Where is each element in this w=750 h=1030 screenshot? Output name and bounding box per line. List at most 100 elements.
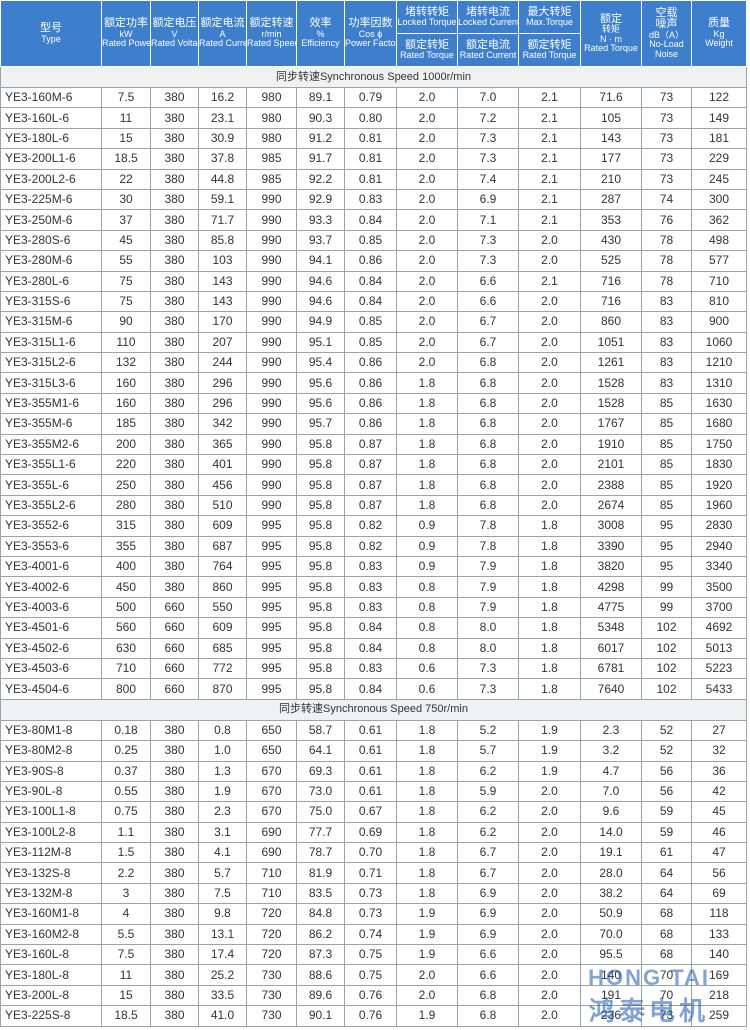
value-cell: 353 <box>580 209 642 231</box>
value-cell: 1.8 <box>396 474 458 496</box>
value-cell: 38.2 <box>580 882 642 905</box>
value-cell: 85 <box>641 392 692 415</box>
value-cell: 78.7 <box>296 842 345 864</box>
value-cell: 0.81 <box>344 148 397 170</box>
value-cell: 0.84 <box>344 209 397 231</box>
value-cell: 6.9 <box>457 188 519 211</box>
value-cell: 6.7 <box>457 842 519 864</box>
header-line: Rated Torque <box>584 42 638 53</box>
value-cell: 85 <box>641 474 692 496</box>
data-row: YE3-160M1-8 4 380 9.8 720 84.8 0.73 1.9 6.9 2.0 50… <box>0 903 747 925</box>
value-cell: 7.9 <box>457 596 519 619</box>
model-cell: YE3-180L-8 <box>0 964 102 986</box>
header-line: Weight <box>705 38 733 49</box>
value-cell: 91.2 <box>296 127 345 150</box>
value-cell: 380 <box>150 760 199 782</box>
value-cell: 355 <box>101 535 151 557</box>
value-cell: 450 <box>101 576 151 598</box>
model-cell: YE3-280M-6 <box>0 250 102 272</box>
value-cell: 16.2 <box>198 86 247 109</box>
header-line: V <box>171 28 178 39</box>
value-cell: 3008 <box>580 515 642 537</box>
value-cell: 95.8 <box>296 474 345 496</box>
value-cell: 380 <box>150 168 199 190</box>
value-cell: 2.1 <box>518 107 581 129</box>
value-cell: 660 <box>150 596 199 619</box>
header-line: 额定功率 <box>104 17 148 30</box>
header-cell: 额定 转矩 N · m Rated Torque <box>580 0 642 67</box>
value-cell: 7.9 <box>457 576 519 598</box>
value-cell: 1.9 <box>198 780 247 803</box>
value-cell: 6.7 <box>457 311 519 333</box>
model-cell: YE3-315L1-6 <box>0 331 102 354</box>
value-cell: 1310 <box>691 372 747 394</box>
value-cell: 2.0 <box>396 148 458 170</box>
model-cell: YE3-132M-8 <box>0 882 102 905</box>
value-cell: 7.2 <box>457 107 519 129</box>
header-line: Rated Torque <box>400 50 454 61</box>
value-cell: 1.8 <box>396 740 458 762</box>
value-cell: 23.1 <box>198 107 247 129</box>
value-cell: 32 <box>691 740 747 762</box>
table-body: 同步转速Synchronous Speed 1000r/min YE3-160M-… <box>0 66 747 1027</box>
header-line: Noise <box>654 48 678 59</box>
value-cell: 401 <box>198 454 247 476</box>
value-cell: 6.9 <box>457 882 519 905</box>
value-cell: 69 <box>691 882 747 905</box>
value-cell: 37 <box>101 209 151 231</box>
value-cell: 4298 <box>580 576 642 598</box>
value-cell: 89.1 <box>296 86 345 109</box>
value-cell: 78 <box>641 229 692 252</box>
model-cell: YE3-90L-8 <box>0 780 102 803</box>
value-cell: 1.8 <box>518 678 581 700</box>
value-cell: 33.5 <box>198 984 247 1007</box>
value-cell: 720 <box>246 903 297 925</box>
value-cell: 78 <box>641 250 692 272</box>
value-cell: 73 <box>641 86 692 109</box>
data-row: YE3-100L1-8 0.75 380 2.3 670 75.0 0.67 1.8 6.2 2.… <box>0 801 747 823</box>
value-cell: 58.7 <box>296 719 345 742</box>
value-cell: 74 <box>641 188 692 211</box>
data-row: YE3-3552-6 315 380 609 995 95.8 0.82 0.9 7.8 1.8 3… <box>0 515 747 537</box>
data-row: YE3-200L1-6 18.5 380 37.8 985 91.7 0.81 2.0 7.3 2… <box>0 148 747 170</box>
value-cell: 6.8 <box>457 984 519 1007</box>
header-cell: 空载 噪声 dB（A） No-Load Noise <box>641 0 692 67</box>
model-cell: YE3-160M-6 <box>0 86 102 109</box>
value-cell: 7.3 <box>457 127 519 150</box>
value-cell: 71.6 <box>580 86 642 109</box>
value-cell: 0.25 <box>101 740 151 762</box>
value-cell: 380 <box>150 862 199 884</box>
value-cell: 7.9 <box>457 555 519 578</box>
value-cell: 2.0 <box>396 209 458 231</box>
value-cell: 0.61 <box>344 780 397 803</box>
value-cell: 133 <box>691 923 747 946</box>
value-cell: 220 <box>101 454 151 476</box>
header-line: 额定转矩 <box>405 38 449 51</box>
data-row: YE3-355L-6 250 380 456 990 95.8 0.87 1.8 6.8 2.0 2… <box>0 474 747 496</box>
header-line: 最大转矩 <box>527 5 572 18</box>
value-cell: 0.81 <box>344 127 397 150</box>
value-cell: 7.3 <box>457 250 519 272</box>
value-cell: 8.0 <box>457 637 519 659</box>
value-cell: 650 <box>246 719 297 742</box>
data-row: YE3-355M2-6 200 380 365 990 95.8 0.87 1.8 6.8 2.0… <box>0 433 747 456</box>
value-cell: 2.0 <box>518 780 581 803</box>
value-cell: 690 <box>246 821 297 844</box>
value-cell: 95.8 <box>296 515 345 537</box>
value-cell: 5.7 <box>457 740 519 762</box>
value-cell: 78 <box>641 270 692 292</box>
data-row: YE3-315M-6 90 380 170 990 94.9 0.85 2.0 6.7 2.0 86… <box>0 311 747 333</box>
data-row: YE3-180L-6 15 380 30.9 980 91.2 0.81 2.0 7.3 2.1 1… <box>0 127 747 150</box>
value-cell: 0.83 <box>344 188 397 211</box>
model-cell: YE3-280S-6 <box>0 229 102 252</box>
value-cell: 70 <box>641 964 692 986</box>
value-cell: 73 <box>641 168 692 190</box>
section-title: 同步转速Synchronous Speed 750r/min <box>0 698 747 721</box>
value-cell: 995 <box>246 515 297 537</box>
value-cell: 52 <box>641 719 692 742</box>
value-cell: 1680 <box>691 413 747 435</box>
value-cell: 380 <box>150 127 199 150</box>
value-cell: 3.2 <box>580 740 642 762</box>
model-cell: YE3-3552-6 <box>0 515 102 537</box>
value-cell: 995 <box>246 617 297 639</box>
